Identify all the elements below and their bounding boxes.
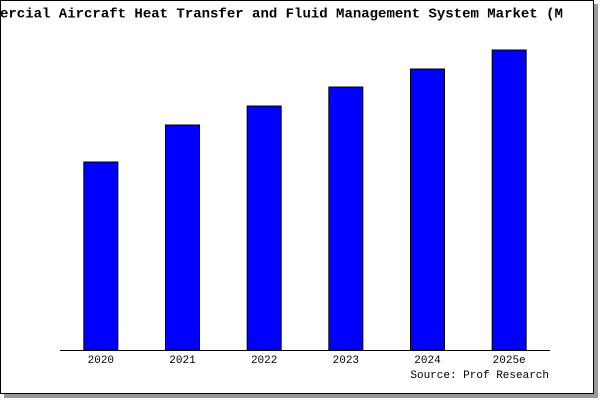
bar bbox=[491, 49, 527, 351]
source-note: Source: Prof Research bbox=[410, 370, 549, 382]
x-tick-label: 2025e bbox=[493, 355, 526, 367]
x-tick-label: 2024 bbox=[414, 355, 441, 367]
x-tick-label: 2023 bbox=[333, 355, 359, 367]
bar bbox=[246, 105, 282, 351]
bar bbox=[410, 68, 445, 351]
x-tick-label: 2022 bbox=[251, 355, 277, 367]
chart-title: ercial Aircraft Heat Transfer and Fluid … bbox=[0, 7, 563, 23]
x-tick-label: 2021 bbox=[169, 355, 196, 367]
bar bbox=[328, 86, 364, 351]
x-tick-label: 2020 bbox=[88, 355, 114, 367]
bar bbox=[165, 124, 200, 351]
bar bbox=[83, 161, 119, 351]
